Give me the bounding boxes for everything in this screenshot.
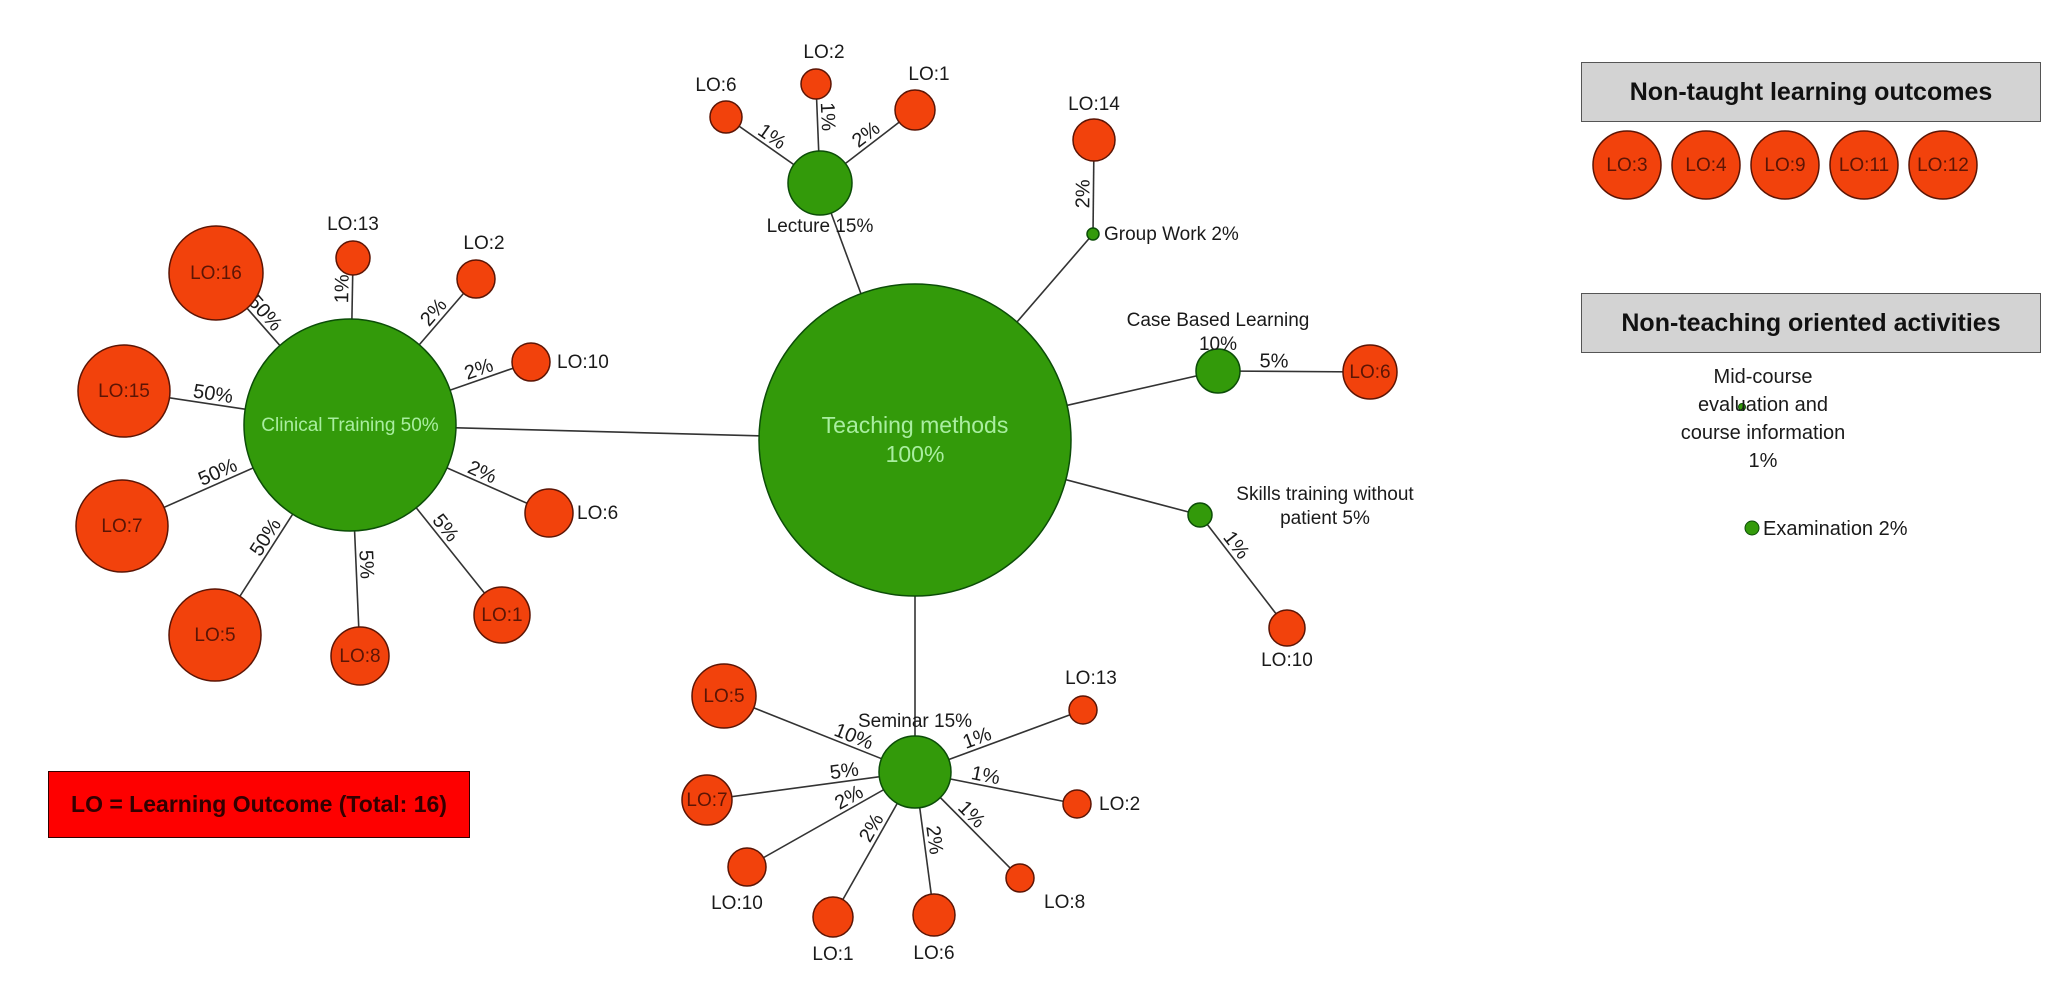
svg-text:Case Based Learning: Case Based Learning — [1127, 310, 1310, 331]
svg-text:Group Work 2%: Group Work 2% — [1104, 224, 1239, 245]
svg-text:Seminar 15%: Seminar 15% — [858, 711, 972, 732]
svg-text:LO:10: LO:10 — [711, 893, 763, 914]
svg-text:1%: 1% — [331, 274, 354, 304]
svg-text:1%: 1% — [953, 797, 989, 833]
svg-text:2%: 2% — [855, 810, 888, 846]
svg-text:Clinical Training 50%: Clinical Training 50% — [261, 415, 439, 436]
svg-text:LO:13: LO:13 — [1065, 668, 1117, 689]
svg-text:LO:5: LO:5 — [703, 686, 744, 707]
svg-text:2%: 2% — [1072, 179, 1094, 208]
svg-text:LO:4: LO:4 — [1685, 155, 1727, 176]
svg-text:2%: 2% — [416, 294, 452, 330]
svg-text:50%: 50% — [192, 380, 235, 408]
svg-text:LO:12: LO:12 — [1917, 155, 1969, 176]
svg-text:5%: 5% — [1260, 350, 1289, 372]
svg-text:50%: 50% — [246, 514, 286, 560]
svg-text:2%: 2% — [464, 457, 500, 489]
svg-text:LO:11: LO:11 — [1839, 155, 1889, 176]
svg-text:1%: 1% — [969, 762, 1002, 789]
svg-text:LO:1: LO:1 — [812, 944, 853, 965]
svg-text:LO:2: LO:2 — [1099, 794, 1140, 815]
svg-text:LO:7: LO:7 — [686, 790, 727, 811]
svg-text:LO:5: LO:5 — [194, 625, 235, 646]
svg-text:patient 5%: patient 5% — [1280, 508, 1370, 529]
svg-text:LO:2: LO:2 — [463, 233, 504, 254]
svg-text:LO:10: LO:10 — [1261, 650, 1313, 671]
svg-text:5%: 5% — [428, 510, 463, 546]
svg-text:LO:8: LO:8 — [339, 646, 380, 667]
svg-text:1%: 1% — [754, 120, 790, 155]
svg-text:LO:13: LO:13 — [327, 214, 379, 235]
svg-text:2%: 2% — [921, 824, 947, 856]
svg-text:LO:1: LO:1 — [908, 64, 949, 85]
svg-text:5%: 5% — [354, 550, 377, 580]
svg-text:50%: 50% — [195, 454, 241, 490]
svg-text:LO:6: LO:6 — [1349, 362, 1390, 383]
svg-text:LO:14: LO:14 — [1068, 94, 1120, 115]
svg-text:Skills training without: Skills training without — [1236, 484, 1414, 505]
svg-text:LO:10: LO:10 — [557, 352, 609, 373]
svg-text:Mid-course: Mid-course — [1714, 366, 1813, 388]
svg-text:LO:7: LO:7 — [101, 516, 142, 537]
svg-text:LO:9: LO:9 — [1764, 155, 1805, 176]
svg-text:LO:6: LO:6 — [577, 503, 618, 524]
svg-text:2%: 2% — [848, 117, 884, 152]
svg-text:evaluation and: evaluation and — [1698, 394, 1828, 416]
svg-text:2%: 2% — [462, 354, 497, 384]
svg-text:1%: 1% — [1218, 527, 1253, 563]
svg-text:10%: 10% — [1199, 334, 1237, 355]
svg-text:LO:8: LO:8 — [1044, 892, 1085, 913]
svg-text:Teaching methods: Teaching methods — [822, 412, 1009, 438]
svg-text:LO:6: LO:6 — [695, 75, 736, 96]
svg-text:LO:1: LO:1 — [481, 605, 522, 626]
svg-text:LO:6: LO:6 — [913, 943, 954, 964]
svg-text:100%: 100% — [886, 441, 945, 467]
svg-text:Examination 2%: Examination 2% — [1763, 518, 1908, 540]
svg-text:1%: 1% — [816, 102, 839, 132]
svg-text:LO:3: LO:3 — [1606, 155, 1647, 176]
svg-text:course information: course information — [1681, 422, 1846, 444]
svg-text:1%: 1% — [1749, 450, 1778, 472]
svg-text:Lecture 15%: Lecture 15% — [767, 216, 874, 237]
svg-text:2%: 2% — [831, 781, 867, 814]
svg-text:LO:2: LO:2 — [803, 42, 844, 63]
svg-text:LO:15: LO:15 — [98, 381, 150, 402]
svg-text:LO:16: LO:16 — [190, 263, 242, 284]
